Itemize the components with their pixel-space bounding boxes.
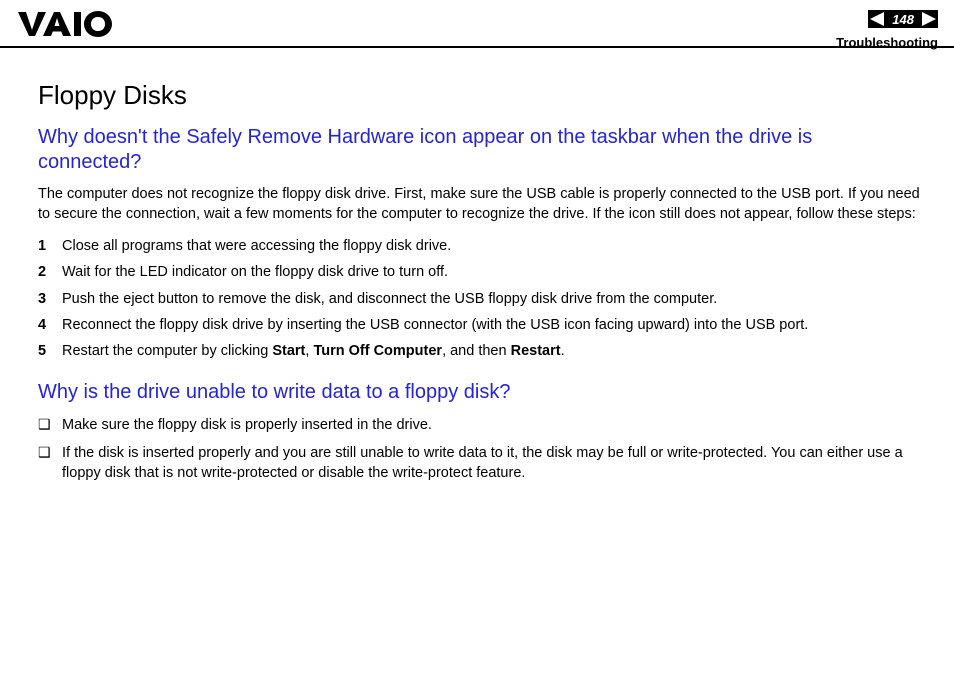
q1-intro: The computer does not recognize the flop… <box>38 185 920 224</box>
prev-page-arrow-icon[interactable] <box>870 12 884 26</box>
bullet-icon: ❑ <box>38 443 62 484</box>
list-item: ❑If the disk is inserted properly and yo… <box>38 443 920 484</box>
step-text: Close all programs that were accessing t… <box>62 236 451 256</box>
list-item: 4Reconnect the floppy disk drive by inse… <box>38 315 920 335</box>
list-item: 5 Restart the computer by clicking Start… <box>38 341 920 361</box>
bullet-icon: ❑ <box>38 415 62 435</box>
step-number: 4 <box>38 315 62 335</box>
next-page-arrow-icon[interactable] <box>922 12 936 26</box>
step-text: Restart the computer by clicking Start, … <box>62 341 565 361</box>
list-item: 2Wait for the LED indicator on the flopp… <box>38 262 920 282</box>
q2-bullets: ❑Make sure the floppy disk is properly i… <box>38 415 920 484</box>
step-number: 5 <box>38 341 62 361</box>
page-nav: 148 <box>868 10 938 28</box>
question-1: Why doesn't the Safely Remove Hardware i… <box>38 125 920 175</box>
page-number: 148 <box>888 12 918 27</box>
step-text: Push the eject button to remove the disk… <box>62 289 717 309</box>
list-item: 1Close all programs that were accessing … <box>38 236 920 256</box>
step-number: 3 <box>38 289 62 309</box>
list-item: 3Push the eject button to remove the dis… <box>38 289 920 309</box>
question-2: Why is the drive unable to write data to… <box>38 380 920 405</box>
page-header: 148 Troubleshooting <box>0 0 954 48</box>
turnoff-label: Turn Off Computer <box>313 343 442 359</box>
step-number: 1 <box>38 236 62 256</box>
step-text: Wait for the LED indicator on the floppy… <box>62 262 448 282</box>
bullet-text: Make sure the floppy disk is properly in… <box>62 415 432 435</box>
page-content: Floppy Disks Why doesn't the Safely Remo… <box>0 48 954 484</box>
start-label: Start <box>272 343 305 359</box>
header-right: 148 Troubleshooting <box>836 8 938 50</box>
section-title: Floppy Disks <box>38 80 920 111</box>
step-text: Reconnect the floppy disk drive by inser… <box>62 315 808 335</box>
section-label: Troubleshooting <box>836 35 938 50</box>
step-number: 2 <box>38 262 62 282</box>
bullet-text: If the disk is inserted properly and you… <box>62 443 920 484</box>
list-item: ❑Make sure the floppy disk is properly i… <box>38 415 920 435</box>
q1-steps: 1Close all programs that were accessing … <box>38 236 920 361</box>
vaio-logo <box>16 8 126 38</box>
restart-label: Restart <box>511 343 561 359</box>
